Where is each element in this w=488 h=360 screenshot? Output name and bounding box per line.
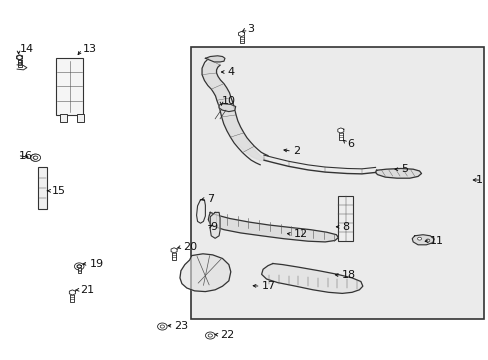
Text: 7: 7 bbox=[207, 194, 214, 204]
Text: 23: 23 bbox=[174, 321, 188, 331]
Circle shape bbox=[77, 265, 81, 268]
Text: 8: 8 bbox=[342, 222, 349, 232]
Bar bbox=[338, 196, 352, 241]
Text: 1: 1 bbox=[475, 175, 482, 185]
Circle shape bbox=[417, 237, 421, 240]
Text: 20: 20 bbox=[183, 242, 197, 252]
Bar bbox=[239, 35, 243, 43]
Circle shape bbox=[74, 263, 84, 270]
Polygon shape bbox=[180, 254, 230, 292]
Circle shape bbox=[31, 154, 41, 161]
Text: 16: 16 bbox=[19, 150, 33, 161]
Text: 2: 2 bbox=[293, 146, 300, 156]
Text: 13: 13 bbox=[83, 44, 97, 54]
Circle shape bbox=[157, 323, 167, 330]
Polygon shape bbox=[261, 264, 362, 293]
Polygon shape bbox=[205, 56, 224, 62]
Circle shape bbox=[33, 156, 37, 159]
Polygon shape bbox=[375, 168, 421, 178]
Polygon shape bbox=[171, 248, 177, 253]
Text: 12: 12 bbox=[293, 229, 307, 239]
Circle shape bbox=[33, 156, 38, 159]
Text: 15: 15 bbox=[51, 186, 65, 196]
Polygon shape bbox=[337, 128, 343, 133]
Polygon shape bbox=[17, 55, 22, 60]
Polygon shape bbox=[210, 212, 220, 238]
Circle shape bbox=[425, 239, 429, 242]
Text: 21: 21 bbox=[80, 285, 94, 295]
Polygon shape bbox=[208, 212, 338, 242]
Text: 5: 5 bbox=[400, 164, 407, 174]
Text: 3: 3 bbox=[246, 24, 253, 34]
Text: 18: 18 bbox=[342, 270, 356, 280]
Bar bbox=[172, 251, 176, 260]
Text: 22: 22 bbox=[220, 330, 234, 340]
Circle shape bbox=[160, 325, 164, 328]
Circle shape bbox=[205, 332, 215, 339]
Bar bbox=[38, 167, 47, 209]
Bar bbox=[18, 58, 21, 67]
Bar bbox=[18, 58, 21, 66]
Bar bbox=[70, 293, 74, 302]
Bar bbox=[77, 114, 84, 122]
Text: 11: 11 bbox=[429, 236, 444, 246]
Text: 10: 10 bbox=[221, 96, 235, 106]
Text: 19: 19 bbox=[89, 258, 103, 269]
Polygon shape bbox=[17, 55, 22, 60]
Bar bbox=[78, 267, 81, 273]
Text: 4: 4 bbox=[227, 67, 234, 77]
Bar bbox=[190, 47, 483, 319]
Circle shape bbox=[30, 154, 40, 161]
Text: 9: 9 bbox=[210, 222, 217, 232]
Text: 17: 17 bbox=[262, 281, 276, 291]
Bar bbox=[338, 131, 342, 140]
Polygon shape bbox=[238, 31, 244, 37]
Polygon shape bbox=[77, 265, 81, 268]
Text: 6: 6 bbox=[346, 139, 353, 149]
Bar bbox=[56, 58, 83, 115]
Polygon shape bbox=[411, 235, 433, 245]
Polygon shape bbox=[69, 290, 75, 295]
Circle shape bbox=[208, 334, 212, 337]
Polygon shape bbox=[219, 104, 235, 112]
Bar bbox=[60, 114, 67, 122]
Text: 14: 14 bbox=[20, 44, 34, 54]
